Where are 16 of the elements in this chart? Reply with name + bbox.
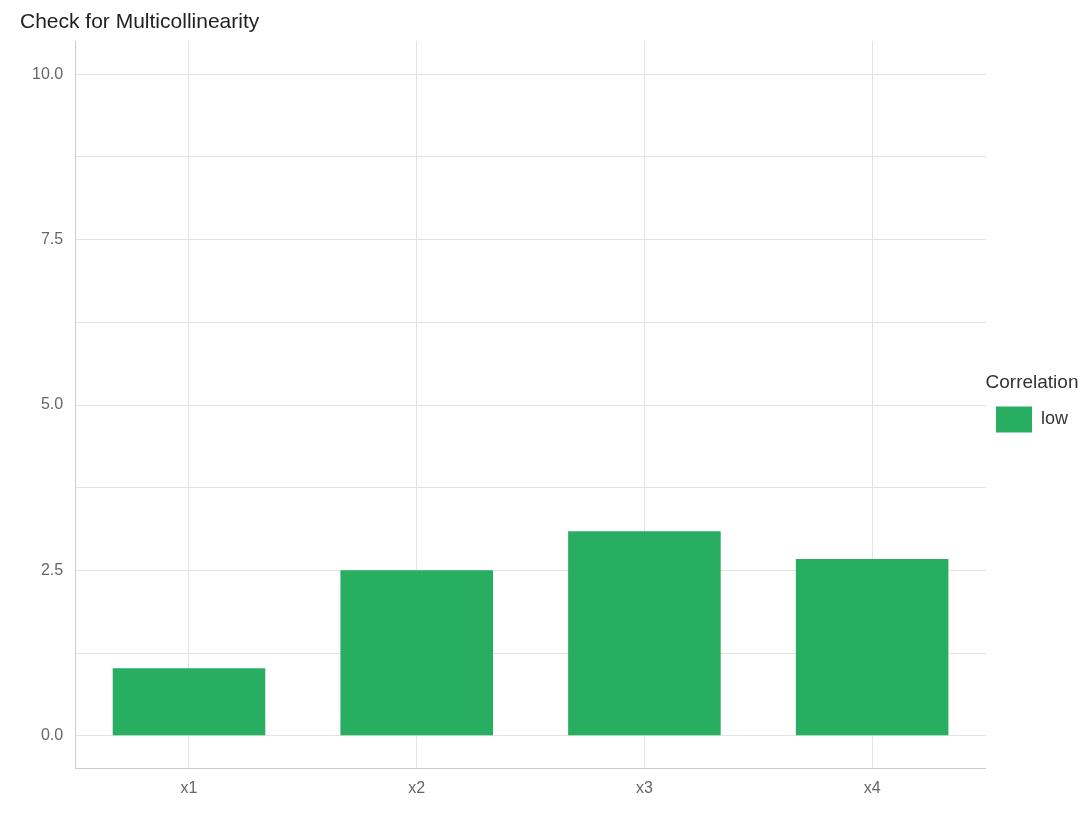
y-tick-label: 10.0 — [32, 64, 64, 82]
x-tick-label: x2 — [408, 778, 426, 796]
bar — [340, 570, 493, 736]
y-tick-label: 2.5 — [40, 560, 64, 578]
bar — [112, 668, 266, 736]
y-tick-label: 7.5 — [40, 230, 64, 248]
y-tick-label: 0.0 — [40, 726, 64, 744]
x-tick-label: x3 — [635, 778, 653, 796]
x-tick-label: x1 — [180, 778, 198, 796]
legend-label: low — [1040, 408, 1069, 429]
chart-title: Check for Multicollinearity — [20, 9, 260, 33]
bar — [795, 559, 949, 736]
x-tick-label: x4 — [863, 778, 881, 796]
y-tick-label: 5.0 — [40, 395, 64, 413]
legend-title: Correlation — [985, 371, 1079, 393]
bar — [568, 531, 721, 736]
